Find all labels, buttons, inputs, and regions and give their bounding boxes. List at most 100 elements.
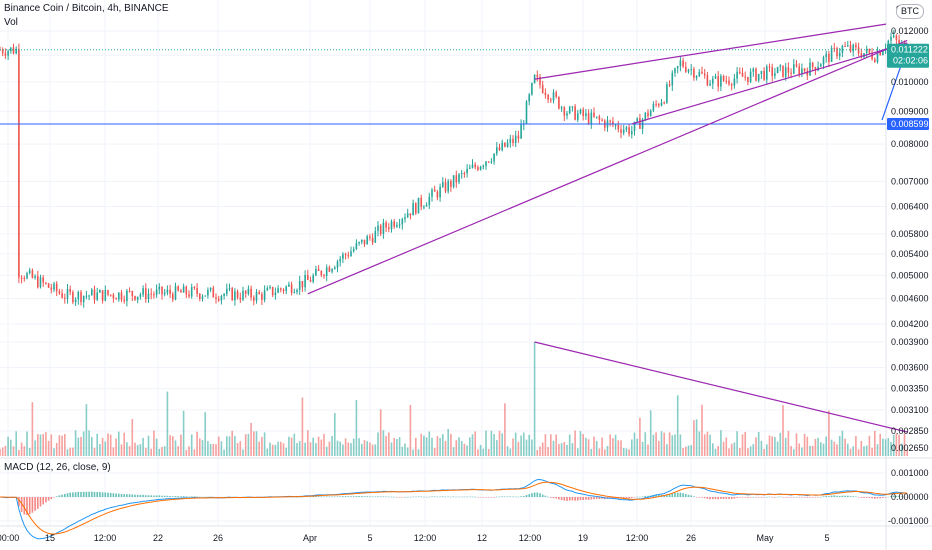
candle-body (541, 84, 544, 93)
macd-histogram-bar (647, 495, 649, 497)
volume-bar (752, 444, 755, 456)
candle-body (525, 101, 528, 124)
volume-bar (549, 434, 552, 456)
macd-histogram-bar (598, 497, 601, 499)
candle-body (333, 267, 336, 270)
macd-histogram-bar (887, 496, 890, 498)
macd-histogram-bar (846, 495, 849, 497)
volume-bar (595, 440, 598, 456)
volume-bar (811, 445, 814, 456)
candle-body (898, 39, 900, 45)
candle-body (838, 52, 841, 57)
candle-body (15, 48, 18, 54)
volume-bar (787, 430, 790, 456)
price-tick-label: 0.004600 (891, 294, 929, 304)
candle-body (155, 289, 158, 295)
macd-histogram-bar (873, 497, 876, 499)
volume-bar (898, 434, 900, 456)
time-tick-label: Apr (303, 533, 317, 543)
candle-body (803, 68, 806, 71)
volume-bar (790, 446, 792, 456)
candle-body (547, 94, 549, 100)
macd-histogram-bar (452, 496, 455, 498)
volume-bar (639, 417, 641, 456)
candle-body (801, 68, 803, 75)
macd-histogram-bar (684, 494, 687, 497)
candle-body (304, 274, 306, 288)
macd-histogram-bar (582, 497, 585, 501)
volume-bar (393, 438, 396, 456)
candle-body (514, 135, 517, 143)
candle-body (825, 53, 828, 58)
volume-bar (471, 434, 474, 456)
candle-body (549, 99, 552, 101)
candle-body (112, 294, 115, 299)
macd-histogram-bar (366, 496, 369, 497)
volume-bar (215, 444, 217, 456)
candle-body (471, 164, 474, 168)
candle-body (377, 225, 379, 232)
volume-bar (803, 433, 806, 456)
macd-histogram-bar (414, 496, 417, 498)
candle-body (571, 106, 574, 108)
candle-body (644, 112, 647, 120)
candle-body (406, 213, 409, 218)
volume-bar (517, 441, 520, 456)
volume-bar (725, 437, 728, 456)
candle-body (819, 64, 822, 67)
volume-bar (55, 442, 58, 456)
volume-bar (139, 444, 142, 456)
candle-body (198, 293, 201, 299)
macd-histogram-bar (814, 497, 817, 498)
time-tick-label: 5 (824, 533, 829, 543)
candle-body (85, 295, 88, 297)
candle-body (223, 294, 225, 297)
candle-body (425, 205, 428, 207)
candle-body (215, 297, 217, 299)
candle-body (477, 167, 479, 170)
volume-bar (42, 434, 45, 456)
candle-body (404, 217, 406, 220)
macd-histogram-bar (774, 497, 776, 498)
volume-bar (261, 436, 263, 456)
volume-bar (590, 448, 593, 456)
macd-histogram-bar (655, 494, 657, 497)
macd-histogram-bar (42, 497, 45, 505)
macd-histogram-bar (66, 493, 69, 497)
currency-badge[interactable]: BTC (896, 4, 924, 19)
candle-body (879, 52, 882, 56)
volume-bar (522, 432, 525, 456)
volume-bar (774, 436, 776, 456)
volume-bar (547, 447, 549, 456)
macd-histogram-bar (223, 496, 225, 498)
volume-bar (730, 443, 733, 456)
time-tick-label: 5 (367, 533, 372, 543)
macd-histogram-bar (828, 496, 830, 497)
macd-histogram-bar (333, 496, 336, 498)
macd-histogram-bar (741, 497, 744, 498)
macd-histogram-bar (776, 496, 779, 498)
macd-histogram-bar (593, 497, 595, 500)
macd-histogram-bar (431, 496, 433, 497)
macd-histogram-bar (633, 497, 636, 498)
volume-bar (277, 441, 279, 456)
candle-body (671, 72, 674, 86)
volume-bar (15, 431, 18, 456)
candle-body (873, 59, 876, 63)
macd-histogram-bar (215, 496, 217, 498)
volume-bar (398, 437, 401, 456)
macd-histogram-bar (209, 496, 212, 498)
volume-bar (817, 437, 819, 456)
volume-bar (431, 437, 433, 456)
time-tick-label: 12:00 (414, 533, 437, 543)
volume-bar (711, 443, 714, 456)
macd-histogram-bar (117, 493, 120, 497)
candle-body (836, 47, 838, 57)
candle-body (126, 290, 128, 302)
candle-body (439, 186, 441, 198)
volume-bar (161, 447, 163, 456)
volume-bar (131, 418, 134, 456)
candle-body (20, 277, 23, 279)
time-tick-label: May (756, 533, 774, 543)
